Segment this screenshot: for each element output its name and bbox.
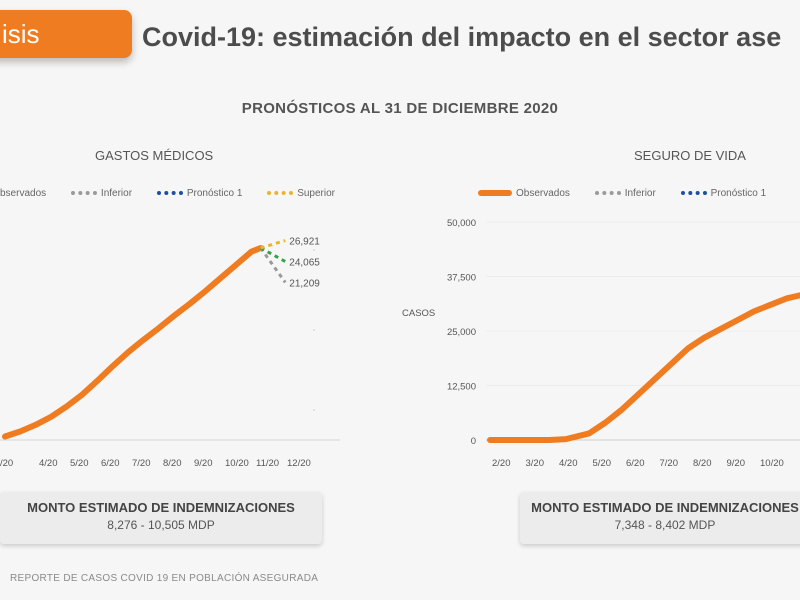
- x-tick-label-gastos: 4/20: [39, 458, 58, 469]
- x-tick-label-gastos: 11/20: [256, 458, 279, 469]
- legend-item-pronostico: Pronóstico 1: [156, 188, 242, 199]
- indemnizaciones-label-gastos: MONTO ESTIMADO DE INDEMNIZACIONES: [27, 500, 295, 515]
- x-tick-label-vida: 10/20: [760, 458, 784, 469]
- indemnizaciones-value-gastos: 8,276 - 10,505 MDP: [107, 518, 215, 532]
- x-tick-label-gastos: 5/20: [70, 458, 89, 469]
- y-tick-label-vida: 25,000: [447, 327, 476, 338]
- x-tick-label-vida: 7/20: [660, 458, 679, 469]
- x-tick-label-gastos: 12/20: [287, 458, 311, 469]
- data-label-superior: 26,921: [289, 237, 320, 248]
- legend-gastos: bservados Inferior Pronóstico 1 Superior: [0, 188, 357, 199]
- series-line-pronostico: [259, 246, 286, 263]
- legend-item-inferior: Inferior: [70, 188, 132, 199]
- page-subtitle: PRONÓSTICOS AL 31 DE DICIEMBRE 2020: [241, 100, 559, 117]
- y-tick-label-vida: 0: [471, 436, 476, 447]
- footer-note: REPORTE DE CASOS COVID 19 EN POBLACIÓN A…: [10, 573, 319, 584]
- x-tick-label-vida: 6/20: [626, 458, 645, 469]
- x-tick-label-vida: 4/20: [559, 458, 578, 469]
- y-tick-label-vida: 37,500: [447, 273, 476, 284]
- series-line-superior: [260, 239, 286, 250]
- chart-title-gastos: GASTOS MÉDICOS: [95, 148, 214, 163]
- indemnizaciones-label-vida: MONTO ESTIMADO DE INDEMNIZACIONES: [531, 500, 799, 515]
- legend-item-pronostico-vida: Pronóstico 1: [680, 188, 766, 199]
- y-tick-label-vida: 12,500: [447, 382, 476, 393]
- section-tab-label: isis: [2, 19, 40, 49]
- x-tick-label-gastos: 9/20: [194, 458, 213, 469]
- x-tick-label-gastos: 7/20: [132, 458, 151, 469]
- indemnizaciones-value-vida: 7,348 - 8,402 MDP: [614, 518, 716, 532]
- legend-item-inferior-vida: Inferior: [594, 188, 656, 199]
- data-label-pronostico: 24,065: [289, 257, 320, 268]
- x-tick-label-gastos: 6/20: [101, 458, 120, 469]
- legend-item-observados-vida: Observados: [478, 188, 570, 199]
- legend-item-superior: Superior: [267, 188, 335, 199]
- legend-vida: Observados Inferior Pronóstico 1: [478, 188, 788, 199]
- x-tick-label-gastos: /20: [0, 458, 13, 469]
- x-tick-label-vida: 2/20: [492, 458, 511, 469]
- x-tick-label-vida: 8/20: [693, 458, 712, 469]
- y-axis-label-vida: CASOS: [402, 308, 435, 319]
- x-tick-label-gastos: 10/20: [225, 458, 249, 469]
- section-tab: isis: [0, 10, 132, 58]
- data-label-inferior: 21,209: [289, 278, 320, 289]
- legend-item-observados: bservados: [0, 188, 47, 199]
- header-bar: isis Covid-19: estimación del impacto en…: [0, 0, 800, 70]
- series-line-inferior: [259, 247, 287, 284]
- x-tick-label-gastos: 8/20: [163, 458, 182, 469]
- page-title: Covid-19: estimación del impacto en el s…: [142, 22, 782, 52]
- y-tick-label-vida: 50,000: [447, 218, 476, 229]
- x-tick-label-vida: 5/20: [593, 458, 612, 469]
- series-line-observados-vida: [487, 292, 800, 443]
- x-tick-label-vida: 9/20: [727, 458, 746, 469]
- chart-title-vida: SEGURO DE VIDA: [634, 148, 746, 163]
- x-tick-label-vida: 3/20: [526, 458, 545, 469]
- series-line-observados: [2, 245, 264, 440]
- indemnizaciones-box-gastos: MONTO ESTIMADO DE INDEMNIZACIONES 8,276 …: [0, 492, 322, 544]
- indemnizaciones-box-vida: MONTO ESTIMADO DE INDEMNIZACIONES 7,348 …: [520, 492, 800, 544]
